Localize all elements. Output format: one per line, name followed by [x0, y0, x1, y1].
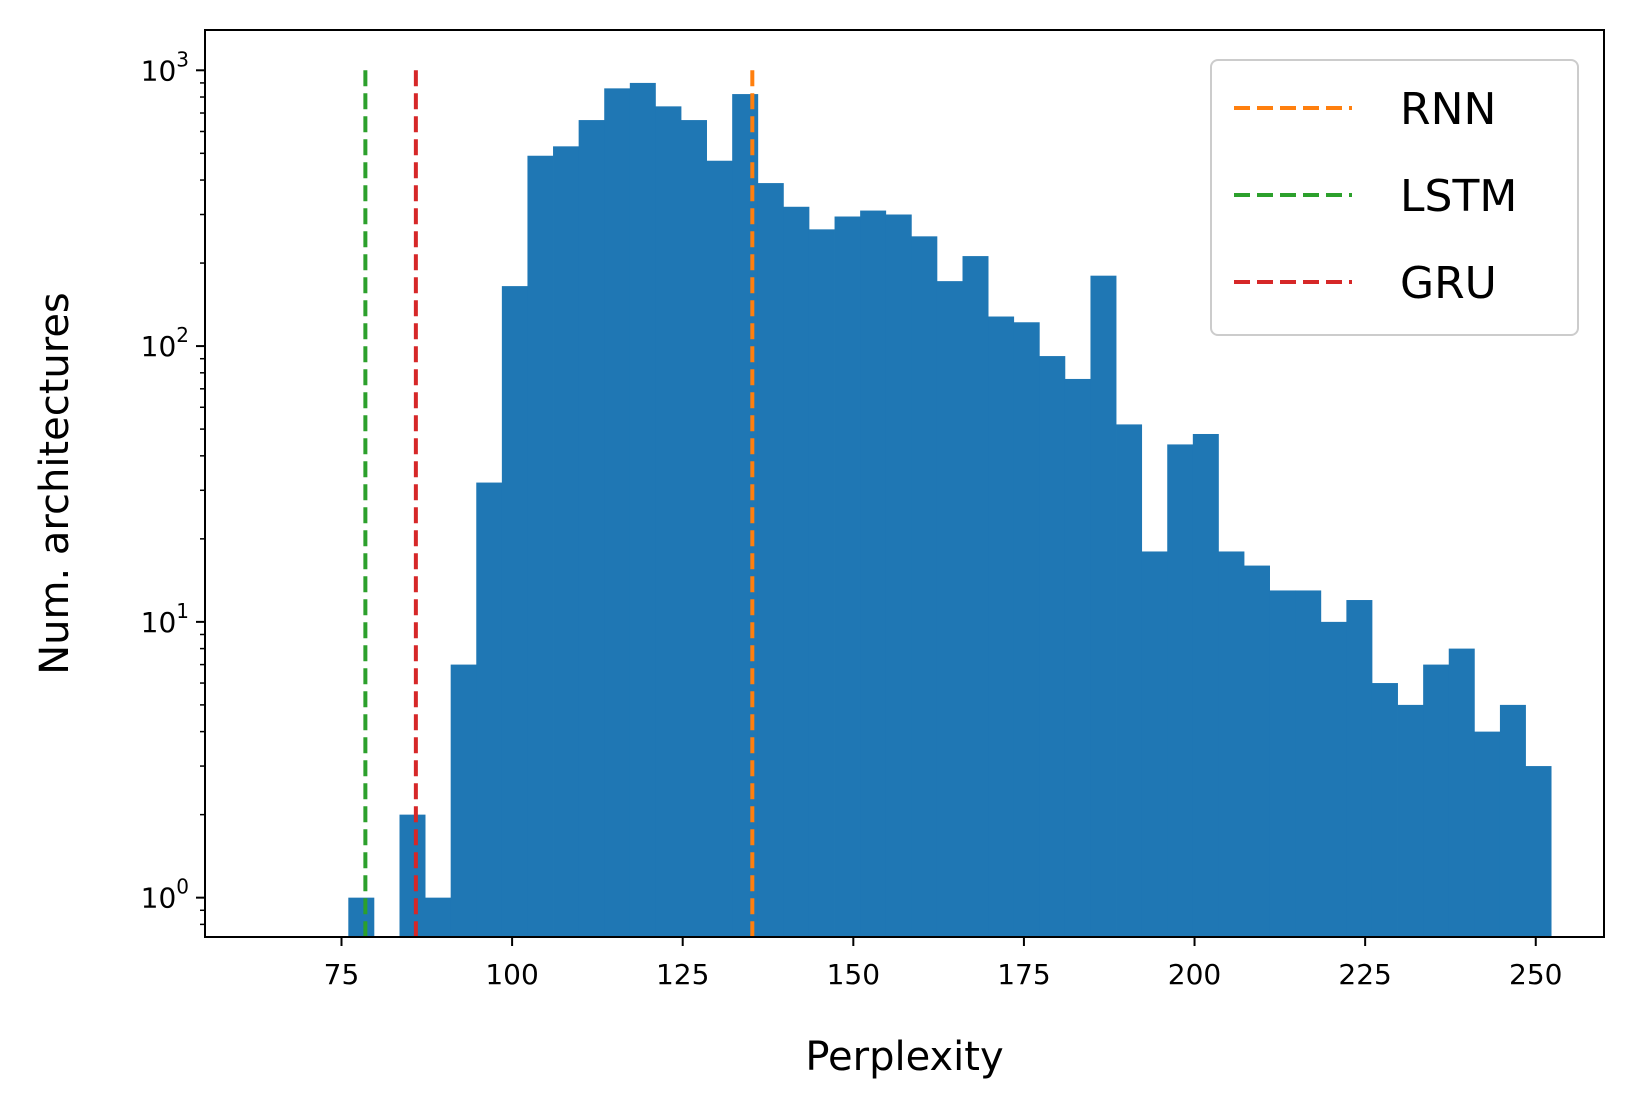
x-tick-label: 75 [324, 958, 360, 991]
histogram-bar [757, 183, 784, 937]
histogram-bar [501, 286, 528, 937]
histogram-bar [553, 146, 580, 938]
histogram-bar [1346, 600, 1373, 937]
histogram-bar [1013, 322, 1040, 937]
legend-label-rnn: RNN [1400, 84, 1496, 135]
histogram-bar [1525, 766, 1552, 937]
histogram-bar [783, 206, 810, 937]
histogram-bar [1244, 565, 1270, 937]
histogram-bar [450, 664, 477, 937]
histogram-bar [1116, 424, 1143, 937]
histogram-bar [911, 236, 938, 938]
legend-label-lstm: LSTM [1400, 171, 1517, 222]
histogram-bar [1192, 433, 1219, 937]
histogram-bar [681, 120, 707, 937]
x-tick-label: 200 [1168, 958, 1221, 991]
histogram-bar [1295, 590, 1322, 937]
histogram-bar [1397, 704, 1424, 937]
legend-label-gru: GRU [1400, 258, 1497, 309]
histogram-bar [706, 160, 733, 938]
x-tick-label: 125 [656, 958, 709, 991]
histogram-bar [476, 482, 503, 937]
x-tick-label: 100 [485, 958, 538, 991]
x-axis-ticks: 75 100 125 150 175 200 225 250 [324, 937, 1562, 991]
plot-frame [204, 29, 1605, 938]
histogram-bar [1269, 590, 1296, 937]
bars-layer [348, 82, 1552, 938]
x-tick-label: 225 [1338, 958, 1391, 991]
histogram-bar [348, 897, 375, 937]
histogram-bar [655, 106, 682, 938]
histogram-bar [1474, 731, 1501, 937]
x-tick-label: 250 [1509, 958, 1562, 991]
y-tick-label: 102 [141, 323, 189, 363]
histogram-bar [936, 281, 963, 937]
histogram-bar [604, 88, 631, 938]
x-axis-title: Perplexity [805, 1034, 1003, 1080]
histogram-bar [629, 82, 656, 938]
histogram-bar [1499, 704, 1526, 937]
legend-frame [1210, 59, 1579, 336]
histogram-bar [962, 256, 989, 938]
histogram-bar [1423, 664, 1450, 937]
histogram-bar [808, 229, 835, 938]
histogram-bar [1039, 356, 1066, 937]
histogram-bar [885, 214, 912, 937]
y-tick-label: 100 [141, 875, 189, 915]
y-tick-label: 101 [141, 599, 189, 639]
histogram-bar [1141, 551, 1168, 937]
x-tick-label: 150 [827, 958, 880, 991]
histogram-bar [1320, 621, 1347, 937]
histogram-bar [988, 316, 1015, 937]
histogram-bar [1371, 683, 1398, 937]
histogram-bar [578, 120, 605, 937]
histogram-bar [527, 155, 554, 938]
histogram-bar [1218, 551, 1245, 937]
reference-lines-layer [363, 70, 755, 937]
histogram-bar [860, 210, 887, 937]
y-tick-label: 103 [141, 47, 189, 87]
histogram-bar [1090, 275, 1117, 937]
histogram-bar [1167, 444, 1194, 937]
histogram-bar [1448, 648, 1475, 937]
y-axis-ticks: 100 101 102 103 [141, 47, 205, 926]
y-axis-title: Num. architectures [32, 292, 78, 675]
legend: RNN LSTM GRU [1210, 59, 1579, 336]
histogram-bar [834, 216, 861, 937]
histogram-bar [399, 814, 426, 937]
x-tick-label: 175 [997, 958, 1050, 991]
histogram-bar [425, 897, 452, 937]
histogram-bar [1064, 378, 1091, 937]
